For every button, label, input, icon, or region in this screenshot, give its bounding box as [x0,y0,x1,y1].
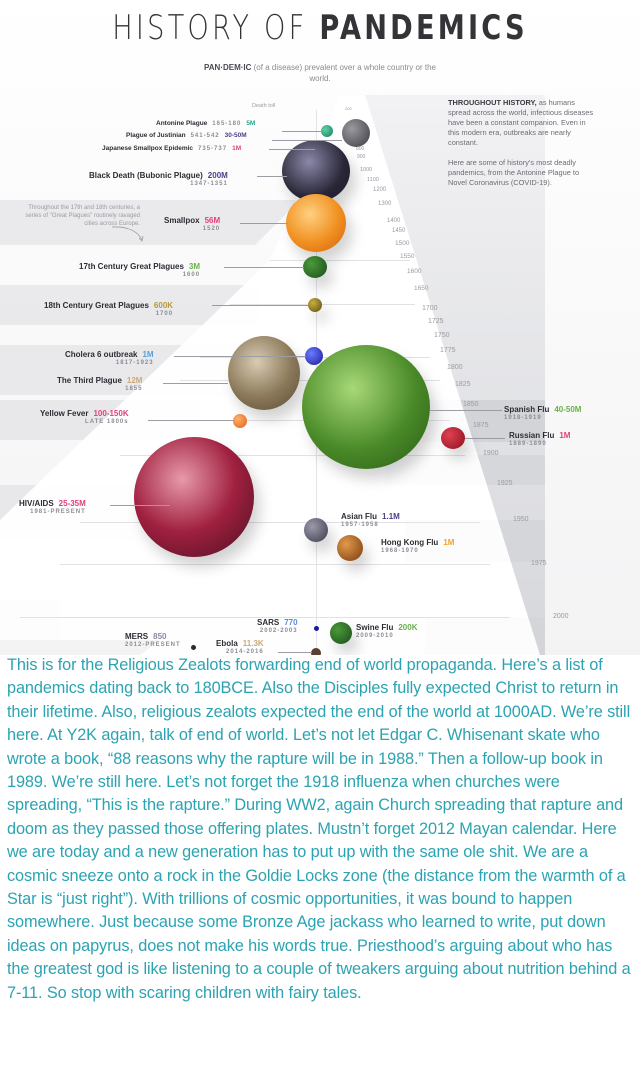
connector-line [257,176,287,177]
year-label: 200 [345,106,352,111]
gridline [60,564,490,565]
label-asian-flu: Asian Flu 1.1M 1957-1958 [341,512,400,528]
connector-line [269,149,315,150]
connector-line [272,140,342,141]
germ-17th-century-great-plagues [303,256,327,278]
gridline [20,617,510,618]
germ-third-plague [228,336,300,410]
germ-russian-flu [441,427,465,449]
year-label: 1850 [463,401,479,408]
year-label: 1600 [407,268,422,275]
year-label: 1925 [497,480,513,487]
germ-asian-flu [304,518,328,542]
connector-line [240,223,288,224]
year-label: 1450 [392,228,406,234]
year-label: 1900 [483,450,499,457]
label-sars: SARS 770 2002-2003 [257,618,298,634]
connector-line [212,305,308,306]
year-label: 1875 [473,422,489,429]
intro-note: THROUGHOUT HISTORY, as humans spread acr… [448,98,594,187]
year-label: 1400 [387,218,401,224]
germ-antonine-plague [321,125,333,137]
label-third-plague: The Third Plague 12M 1855 [57,376,143,392]
germ-spanish-flu [302,345,430,469]
label-smallpox: Smallpox 56M 1520 [164,216,221,232]
germ-plague-of-justinian [342,119,370,147]
band [0,200,300,245]
connector-line [282,131,322,132]
label-yellow-fever: Yellow Fever 100-150K LATE 1800s [40,409,129,425]
connector-line [148,420,234,421]
year-label: 1950 [513,516,529,523]
year-label: 2000 [553,613,569,620]
label-17th-century-plagues: 17th Century Great Plagues 3M 1600 [79,262,201,278]
gridline [120,455,465,456]
germ-smallpox [286,194,346,252]
germ-cholera [305,347,323,365]
year-label: 1975 [531,560,547,567]
gridline [270,260,410,261]
connector-line [174,356,306,357]
great-plagues-note: Throughout the 17th and 18th centuries, … [25,205,140,227]
germ-black-death [282,140,350,202]
connector-line [110,505,170,506]
page-title: HISTORY OF PANDEMICS [112,8,528,48]
year-label: 1300 [378,201,392,207]
label-plague-of-justinian: Plague of Justinian 541-542 30-50M [126,132,247,139]
year-label: 1500 [395,240,410,247]
germ-sars [314,626,319,631]
gridline [150,420,450,421]
year-label: 1825 [455,381,471,388]
year-label: 1800 [447,364,463,371]
year-label: 1750 [434,332,450,339]
arrow-icon [111,226,144,242]
germ-hiv-aids [134,437,254,557]
germ-swine-flu [330,622,352,644]
germ-mers [191,645,196,650]
label-mers: MERS 850 2012-PRESENT [125,632,181,648]
pandemics-infographic: HISTORY OF PANDEMICS PAN·DEM·IC (of a di… [0,0,640,655]
definition: PAN·DEM·IC (of a disease) prevalent over… [204,63,436,83]
connector-line [163,383,228,384]
label-black-death: Black Death (Bubonic Plague) 200M 1347-135… [89,171,228,187]
label-swine-flu: Swine Flu 200K 2009-2010 [356,623,418,639]
year-label: 1200 [373,187,387,193]
label-antonine-plague: Antonine Plague 165-180 5M [156,120,256,127]
germ-ebola [311,648,321,655]
year-label: 1000 [360,167,373,173]
year-label: 800 [356,146,365,152]
gridline [80,522,480,523]
label-ebola: Ebola 11.3K 2014-2016 [216,639,264,655]
label-hiv-aids: HIV/AIDS 25-35M 1981-PRESENT [19,499,86,515]
label-japanese-smallpox: Japanese Smallpox Epidemic 735-737 1M [102,145,242,152]
year-label: 1775 [440,347,456,354]
label-cholera: Cholera 6 outbreak 1M 1817-1923 [65,350,154,366]
year-label: 1100 [367,177,379,183]
year-label: 900 [357,154,366,160]
connector-line [465,438,505,439]
year-label: 1700 [422,305,438,312]
germ-yellow-fever [233,414,247,428]
germ-hong-kong-flu [337,535,363,561]
year-label: 1650 [414,285,429,292]
gridline [230,304,415,305]
year-label: 1725 [428,318,444,325]
label-spanish-flu: Spanish Flu 40-50M 1918-1919 [504,405,582,421]
label-hong-kong-flu: Hong Kong Flu 1M 1968-1970 [381,538,455,554]
caption-text: This is for the Religious Zealots forwar… [7,656,631,1002]
death-toll-label: Death toll [252,103,276,109]
label-russian-flu: Russian Flu 1M 1889-1890 [509,431,571,447]
connector-line [224,267,304,268]
connector-line [430,410,502,411]
connector-line [278,652,312,653]
year-label: 1550 [400,253,415,260]
germ-18th-century-great-plagues [308,298,322,312]
label-18th-century-plagues: 18th Century Great Plagues 600K 1700 [44,301,174,317]
